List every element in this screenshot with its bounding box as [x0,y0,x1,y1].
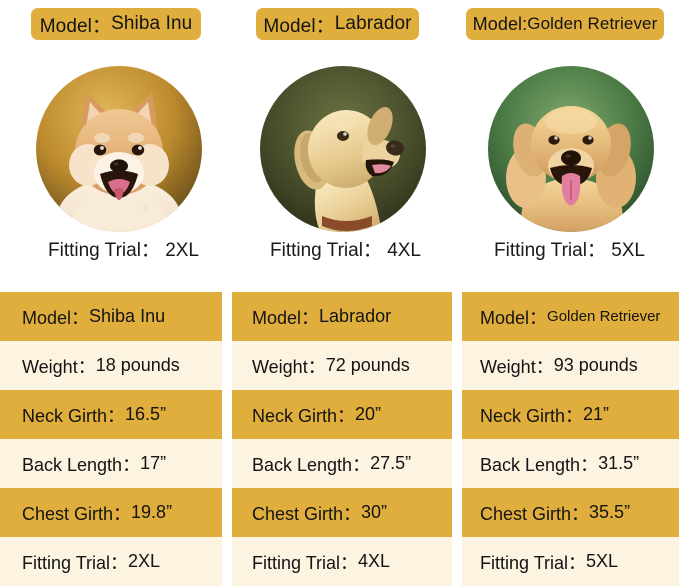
shiba-inu-illustration [36,66,202,232]
table-row: Chest Girth： 30” [232,488,452,537]
model-badge-labrador: Model： Labrador [256,8,419,40]
row-label: Model： [252,307,320,328]
table-row: Model： Labrador [232,292,452,341]
model-badge-label-1: Model： [39,15,112,37]
row-label: Model： [22,307,90,328]
row-value: 30” [361,502,388,522]
row-value: 72 pounds [325,355,410,375]
fitting-trial-caption-labrador: Fitting Trial： 4XL [270,240,421,261]
row-value: 35.5” [589,502,631,522]
table-row: Fitting Trial： 5XL [462,537,679,586]
model-badge-value-2: Labrador [334,13,412,34]
row-label: Model： [480,307,548,328]
table-row: Back Length： 31.5” [462,439,679,488]
fitting-trial-caption-shiba-inu: Fitting Trial： 2XL [48,240,199,261]
row-value: 19.8” [131,502,173,522]
table-row: Chest Girth： 35.5” [462,488,679,537]
golden-retriever-illustration [488,66,654,232]
row-value: 16.5” [125,404,167,424]
spec-column-labrador: Model： Labrador Weight： 72 pounds Neck G… [232,292,452,586]
row-label: Chest Girth： [22,503,132,524]
model-badge-label-2: Model： [263,15,335,37]
table-row: Neck Girth： 16.5” [0,390,222,439]
model-badge-shiba-inu: Model： Shiba Inu [31,8,201,40]
model-badge-label-3: Model: [472,13,528,34]
row-label: Chest Girth： [480,503,590,524]
row-value: 18 pounds [95,355,180,375]
fitting-trial-caption-row: Fitting Trial： 2XL Fitting Trial： 4XL Fi… [0,236,679,276]
row-label: Back Length： [252,454,371,475]
dog-photo-golden-retriever [488,66,654,232]
row-label: Weight： [22,356,96,377]
row-value: Golden Retriever [547,308,661,325]
model-badge-golden-retriever: Model: Golden Retriever [466,8,664,40]
row-value: 20” [355,404,382,424]
table-row: Model： Shiba Inu [0,292,222,341]
row-value: 31.5” [598,453,640,473]
row-label: Back Length： [22,454,141,475]
dog-photo-labrador [260,66,426,232]
spec-column-golden-retriever: Model： Golden Retriever Weight： 93 pound… [462,292,679,586]
table-row: Weight： 93 pounds [462,341,679,390]
dog-photo-shiba-inu [36,66,202,232]
row-label: Weight： [480,356,554,377]
model-badge-value-3: Golden Retriever [527,14,658,33]
row-label: Neck Girth： [252,405,356,426]
row-value: 17” [140,453,167,473]
row-label: Fitting Trial： [480,552,587,573]
row-label: Neck Girth： [480,405,584,426]
table-row: Fitting Trial： 2XL [0,537,222,586]
row-value: 93 pounds [553,355,638,375]
table-row: Neck Girth： 20” [232,390,452,439]
labrador-illustration [260,66,426,232]
row-value: 2XL [128,551,161,571]
spec-column-shiba-inu: Model： Shiba Inu Weight： 18 pounds Neck … [0,292,222,586]
table-row: Weight： 18 pounds [0,341,222,390]
row-value: Labrador [319,306,392,326]
model-badge-value-1: Shiba Inu [111,13,193,34]
table-row: Model： Golden Retriever [462,292,679,341]
spec-table: Model： Shiba Inu Weight： 18 pounds Neck … [0,292,679,586]
row-value: 21” [583,404,610,424]
row-value: Shiba Inu [89,306,166,326]
row-value: 5XL [586,551,619,571]
row-label: Neck Girth： [22,405,126,426]
row-label: Chest Girth： [252,503,362,524]
table-row: Neck Girth： 21” [462,390,679,439]
row-label: Weight： [252,356,326,377]
row-label: Back Length： [480,454,599,475]
row-label: Fitting Trial： [22,552,129,573]
model-badge-row: Model： Shiba Inu Model： Labrador Model: … [0,0,679,48]
row-value: 4XL [358,551,391,571]
dog-photo-row [0,62,679,237]
row-value: 27.5” [370,453,412,473]
table-row: Back Length： 17” [0,439,222,488]
fitting-trial-caption-golden-retriever: Fitting Trial： 5XL [494,240,645,261]
table-row: Back Length： 27.5” [232,439,452,488]
row-label: Fitting Trial： [252,552,359,573]
table-row: Chest Girth： 19.8” [0,488,222,537]
table-row: Fitting Trial： 4XL [232,537,452,586]
table-row: Weight： 72 pounds [232,341,452,390]
